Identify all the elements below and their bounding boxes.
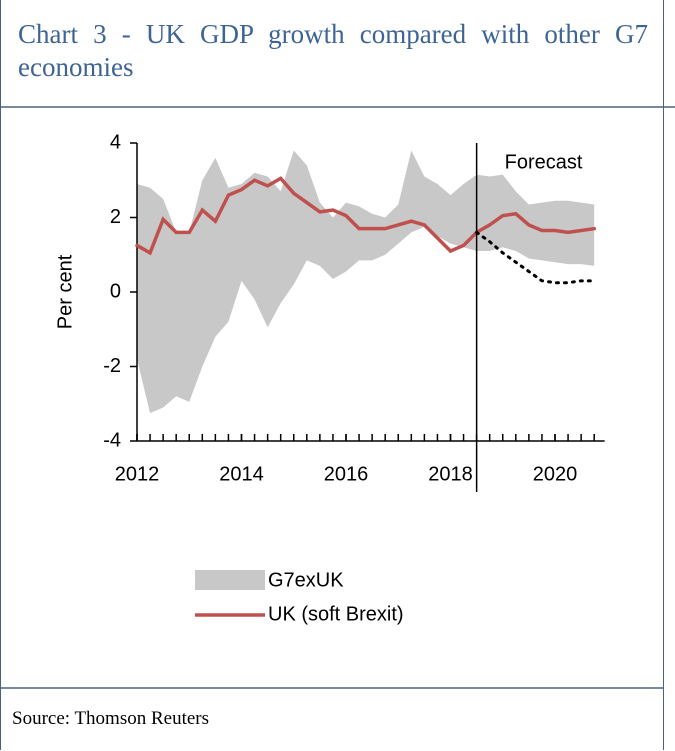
line-series — [135, 176, 596, 256]
y-tick-label: -4 — [103, 429, 121, 451]
legend-swatch — [195, 570, 265, 590]
y-tick-label: 0 — [110, 280, 121, 302]
y-tick-label: 4 — [110, 131, 121, 153]
line-series — [475, 230, 596, 285]
band-area — [137, 150, 595, 414]
y-tick-label: 2 — [110, 206, 121, 228]
y-axis-label: Per cent — [54, 254, 76, 329]
x-tick-label: 2012 — [115, 463, 160, 485]
x-tick-label: 2014 — [219, 463, 264, 485]
x-tick-label: 2020 — [533, 463, 578, 485]
legend-label: G7exUK — [268, 569, 344, 591]
y-tick-label: -2 — [103, 355, 121, 377]
title: Chart 3 - UK GDP growth compared with ot… — [18, 19, 648, 82]
x-tick-label: 2018 — [428, 463, 473, 485]
x-tick-label: 2016 — [324, 463, 369, 485]
forecast-label: Forecast — [505, 151, 583, 173]
legend-label: UK (soft Brexit) — [268, 603, 404, 625]
source: Source: Thomson Reuters — [12, 708, 210, 729]
